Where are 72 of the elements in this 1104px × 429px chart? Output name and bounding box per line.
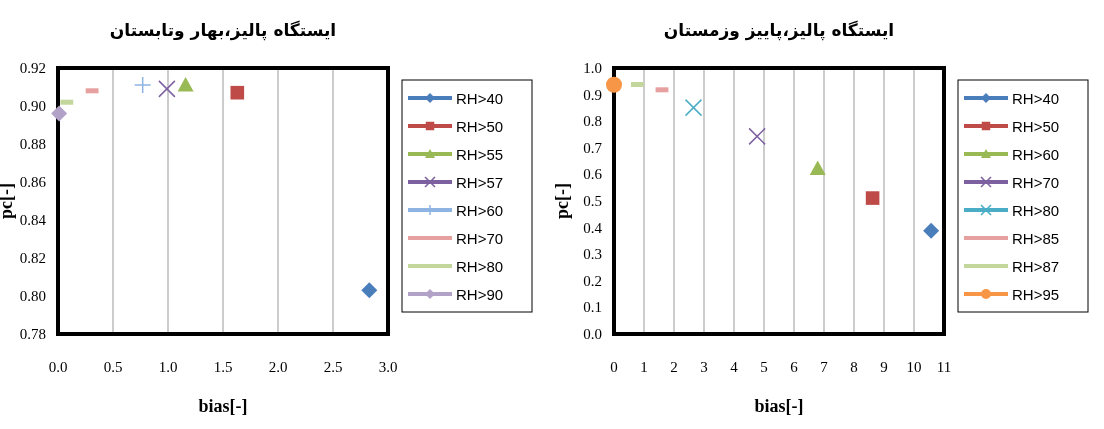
legend-label: RH>87 xyxy=(1012,258,1060,275)
legend-label: RH>80 xyxy=(456,258,504,275)
x-tick-label: 0.5 xyxy=(103,359,123,375)
legend-label: RH>60 xyxy=(456,202,504,219)
point xyxy=(748,127,766,146)
x-tick-label: 0.0 xyxy=(48,359,68,375)
x-tick-label: 3.0 xyxy=(378,359,398,375)
x-tick-label: 8 xyxy=(850,359,858,375)
x-tick-label: 10 xyxy=(906,359,922,375)
legend-label: RH>40 xyxy=(1012,90,1060,107)
x-tick-label: 0 xyxy=(610,359,618,375)
y-axis-title: pc[-] xyxy=(552,183,572,219)
x-tick-label: 2.0 xyxy=(268,359,288,375)
x-axis-title: bias[-] xyxy=(754,396,804,416)
point xyxy=(361,282,378,299)
y-axis-title: pc[-] xyxy=(0,183,16,219)
legend-label: RH>80 xyxy=(1012,202,1060,219)
x-tick-label: 5 xyxy=(760,359,768,375)
y-tick-label: 0.80 xyxy=(19,288,46,304)
x-tick-label: 3 xyxy=(700,359,708,375)
y-tick-label: 0.3 xyxy=(583,246,602,263)
point xyxy=(865,191,880,205)
y-tick-label: 0.5 xyxy=(583,193,602,209)
y-tick-label: 0.8 xyxy=(583,113,602,130)
point xyxy=(51,105,68,122)
chart-title: ایستگاه پالیز،پاییز وزمستان xyxy=(663,20,895,41)
x-axis-title: bias[-] xyxy=(198,396,248,416)
point xyxy=(158,80,176,98)
point xyxy=(923,222,940,239)
y-tick-label: 0.84 xyxy=(19,212,47,228)
y-tick-label: 0.82 xyxy=(19,250,46,266)
y-tick-label: 0.1 xyxy=(583,299,602,316)
y-tick-label: 0.88 xyxy=(19,136,46,152)
legend-label: RH>70 xyxy=(1012,174,1060,191)
legend-label: RH>60 xyxy=(1012,146,1060,163)
y-tick-label: 0.86 xyxy=(19,174,47,190)
x-tick-label: 6 xyxy=(790,359,799,375)
legend-label: RH>40 xyxy=(456,90,504,107)
legend-label: RH>70 xyxy=(456,230,504,247)
y-tick-label: 0.90 xyxy=(19,98,46,114)
y-tick-label: 1.0 xyxy=(583,60,602,76)
x-tick-label: 7 xyxy=(820,359,829,375)
x-tick-label: 1 xyxy=(640,359,648,375)
y-tick-label: 0.4 xyxy=(583,219,603,236)
x-tick-label: 1.5 xyxy=(213,359,233,375)
x-tick-label: 9 xyxy=(880,359,888,375)
legend-label: RH>57 xyxy=(456,174,504,191)
legend-label: RH>85 xyxy=(1012,230,1060,247)
y-tick-label: 0.7 xyxy=(583,139,603,156)
legend-label: RH>55 xyxy=(456,146,504,163)
x-tick-label: 2.5 xyxy=(323,359,343,375)
legend-label: RH>50 xyxy=(456,118,504,135)
y-tick-label: 0.2 xyxy=(583,272,602,289)
y-tick-label: 0.0 xyxy=(583,326,602,342)
x-tick-label: 11 xyxy=(936,359,952,375)
point xyxy=(606,76,622,93)
x-tick-label: 1.0 xyxy=(158,359,178,375)
point xyxy=(230,85,245,100)
chart-title: ایستگاه پالیز،بهار وتابستان xyxy=(109,20,337,41)
point xyxy=(177,77,194,92)
point xyxy=(133,76,152,94)
y-tick-label: 0.78 xyxy=(19,326,46,342)
x-tick-label: 2 xyxy=(670,359,678,375)
y-tick-label: 0.6 xyxy=(583,166,603,183)
point xyxy=(684,98,703,117)
legend-label: RH>90 xyxy=(456,286,504,303)
legend-label: RH>50 xyxy=(1012,118,1060,135)
y-tick-label: 0.9 xyxy=(583,86,602,103)
legend-label: RH>95 xyxy=(1012,286,1060,303)
point xyxy=(809,160,826,175)
x-tick-label: 4 xyxy=(730,359,739,375)
y-tick-label: 0.92 xyxy=(19,60,46,76)
